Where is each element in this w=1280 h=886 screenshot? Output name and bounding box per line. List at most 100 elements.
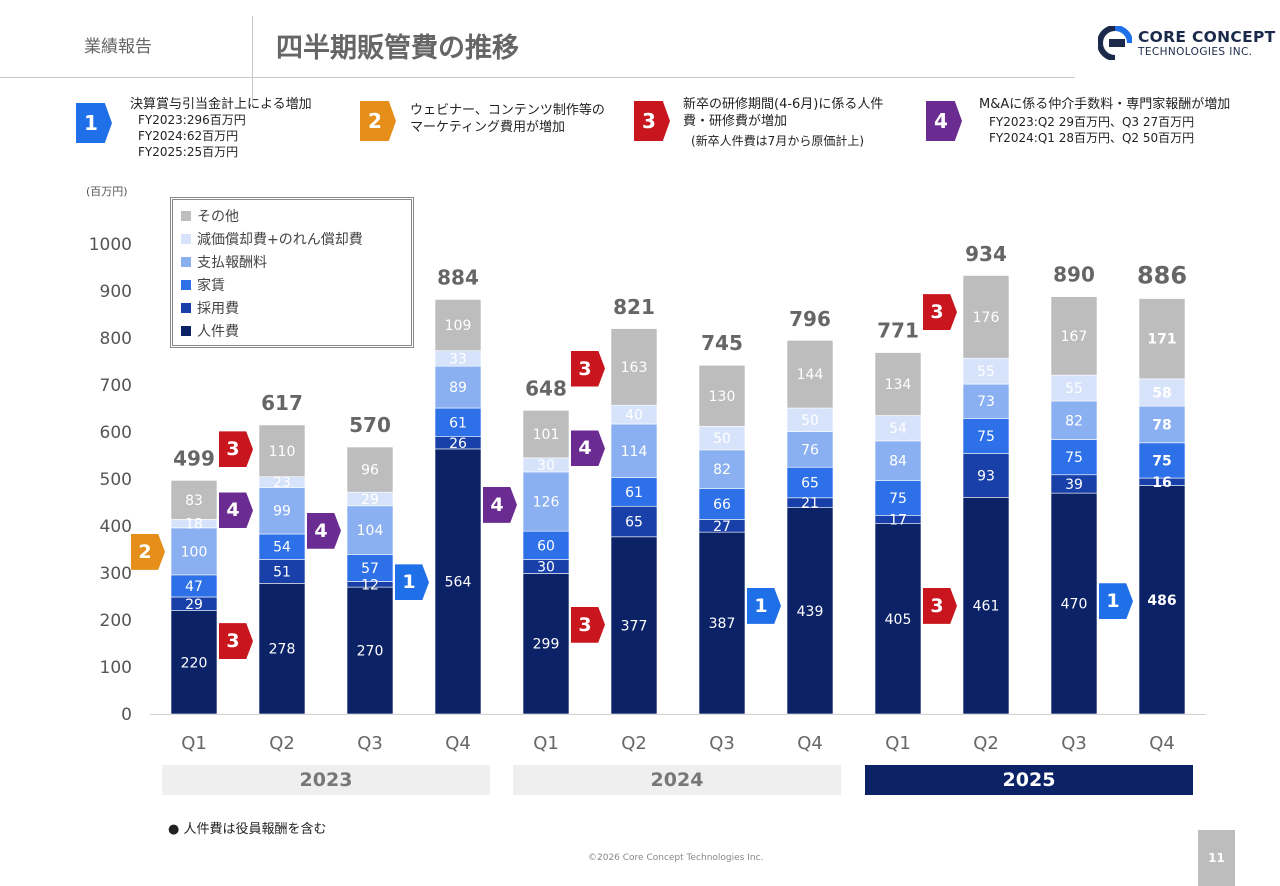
data-label: 40 [625,408,643,424]
bar-segment [258,424,306,477]
data-label: 58 [1152,386,1171,402]
logo-name: CORE CONCEPT [1138,28,1276,46]
data-label: 134 [885,377,912,393]
data-label: 54 [889,421,907,437]
bar-segment [170,480,218,520]
total-label: 771 [877,319,919,343]
data-label: 439 [797,604,824,620]
data-label: 270 [357,644,384,660]
data-label: 39 [1065,477,1083,493]
data-label: 55 [977,364,995,380]
data-label: 75 [977,429,995,445]
bar-segment [962,357,1010,385]
bar-segment [1050,296,1098,376]
note-1-line: FY2024:62百万円 [138,129,239,143]
y-tick-label: 400 [100,517,132,537]
bar-segment [610,505,658,538]
y-tick-label: 500 [100,470,132,490]
page-title: 四半期販管費の推移 [276,33,519,64]
annotation-badge: 3 [219,623,253,660]
total-label: 745 [701,331,743,355]
data-label: 104 [357,523,384,539]
data-label: 82 [713,462,731,478]
bar-segment [698,531,746,715]
x-tick-label: Q3 [709,733,735,754]
annotation-badge: 3 [923,587,957,624]
bar-segment [434,448,482,715]
data-label: 114 [621,444,648,460]
x-tick-label: Q1 [181,733,207,754]
data-label: 18 [185,517,203,533]
y-tick-label: 900 [100,282,132,302]
note-2-badge: 2 [360,101,396,141]
legend-swatch [181,234,191,244]
bar-segment [1138,405,1186,444]
data-label: 278 [269,642,296,658]
data-label: 50 [801,413,819,429]
note-3-badge: 3 [634,101,670,141]
data-label: 23 [273,475,291,491]
bar-segment [962,453,1010,498]
data-label: 82 [1065,413,1083,429]
copyright: ©2026 Core Concept Technologies Inc. [588,853,764,863]
bar-segment [962,275,1010,359]
footnote: ● 人件費は役員報酬を含む [168,822,327,837]
data-label: 100 [181,544,208,560]
total-label: 890 [1053,263,1095,287]
bar-segment [698,364,746,427]
total-label: 884 [437,266,479,290]
x-tick-label: Q2 [269,733,295,754]
y-tick-label: 0 [121,705,132,725]
data-label: 16 [1152,475,1171,491]
chart-legend: その他 減価償却費+のれん償却費 支払報酬料 家賃 採用費 人件費 [170,197,414,348]
bar-segment [346,505,394,555]
data-label: 470 [1061,597,1088,613]
total-label: 570 [349,413,391,437]
data-label: 171 [1147,332,1176,348]
bar-segment [1138,378,1186,407]
x-tick-label: Q3 [357,733,383,754]
bar-segment [610,423,658,478]
data-label: 12 [361,577,379,593]
bar-segment [786,466,834,499]
note-1-badge: 1 [76,103,112,143]
data-label: 47 [185,579,203,595]
data-label: 76 [801,442,819,458]
x-tick-label: Q2 [973,733,999,754]
bar-segment [1050,400,1098,440]
data-label: 21 [801,496,819,512]
bar-segment [346,554,394,582]
annotation-badge: 4 [219,492,253,529]
legend-label: その他 [197,209,239,225]
bar-segment [874,480,922,516]
page-number: 11 [1198,830,1235,886]
data-label: 130 [709,389,736,405]
data-label: 78 [1152,417,1171,433]
legend-label: 家賃 [197,278,225,294]
note-4-line: FY2023:Q2 29百万円、Q3 27百万円 [989,115,1195,129]
data-label: 83 [185,493,203,509]
unit-label: (百万円) [86,185,128,198]
data-label: 110 [269,444,296,460]
bar-segment [1050,439,1098,476]
annotation-badge: 4 [483,486,517,523]
data-label: 75 [1152,453,1171,469]
year-label-2024: 2024 [513,765,841,795]
bar-segment [610,536,658,715]
data-label: 51 [273,564,291,580]
y-tick-label: 800 [100,329,132,349]
bar-segment [1138,485,1186,715]
x-tick-label: Q4 [445,733,471,754]
legend-swatch [181,303,191,313]
data-label: 167 [1061,329,1088,345]
legend-label: 採用費 [197,301,239,317]
data-label: 75 [1065,450,1083,466]
legend-swatch [181,257,191,267]
legend-label: 支払報酬料 [197,255,267,271]
data-label: 405 [885,612,912,628]
annotation-badge: 3 [219,431,253,468]
total-label: 499 [173,446,215,470]
bar-segment [1138,442,1186,479]
data-label: 461 [973,599,1000,615]
